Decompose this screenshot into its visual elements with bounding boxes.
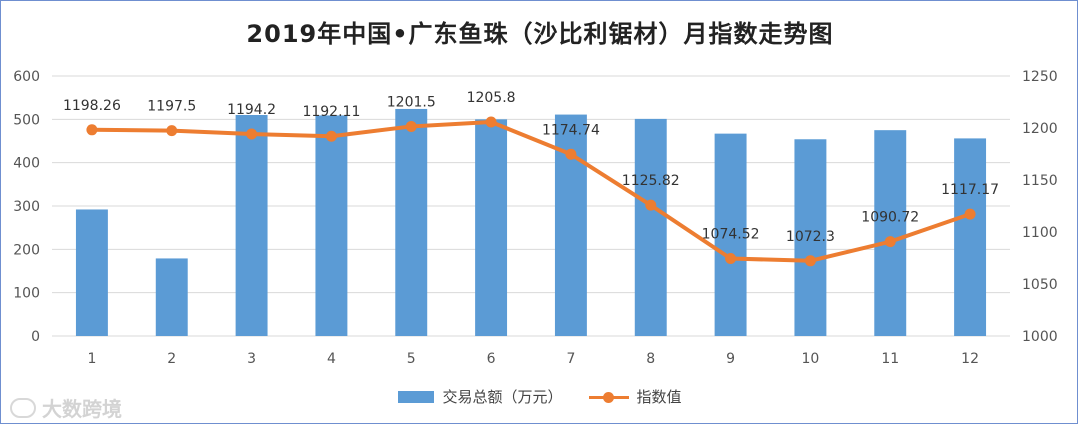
x-tick-label: 11 [881,351,899,367]
x-tick-label: 4 [327,351,336,367]
line-point[interactable] [964,208,976,220]
line-point[interactable] [884,236,896,248]
bar[interactable] [714,133,747,336]
line-point[interactable] [804,255,816,267]
x-axis-ticks: 1 2 3 4 5 6 7 8 9 10 11 12 [87,351,979,367]
watermark-logo-icon [10,397,36,418]
line-data-labels: 1198.26 1197.5 1194.2 1192.11 1201.5 1205.8 11… [63,90,999,245]
line-series [86,116,976,267]
right-y-tick-label: 1150 [1022,173,1058,189]
bar-series [75,108,987,337]
chart-title: 2019年中国•广东鱼珠（沙比利锯材）月指数走势图 [246,20,834,48]
x-tick-label: 12 [961,351,979,367]
left-y-tick-label: 600 [13,69,40,85]
watermark: 大数跨境 [10,393,122,422]
right-y-tick-label: 1100 [1022,225,1058,241]
line-data-label: 1197.5 [147,99,196,115]
line-point[interactable] [246,128,258,140]
legend: 交易总额（万元） 指数值 [0,386,1080,407]
line-data-label: 1198.26 [63,98,121,114]
bar[interactable] [794,139,827,336]
line-point[interactable] [86,124,98,136]
left-y-axis-ticks: 0 100 200 300 400 500 600 [13,69,40,345]
bar[interactable] [954,138,987,336]
x-tick-label: 1 [87,351,96,367]
line-data-label: 1201.5 [387,94,436,110]
bar[interactable] [75,209,108,336]
left-y-tick-label: 0 [31,329,40,345]
line-data-label: 1125.82 [622,173,680,189]
line-data-label: 1072.3 [786,229,835,245]
bar[interactable] [315,115,348,336]
right-y-tick-label: 1200 [1022,121,1058,137]
line-data-label: 1090.72 [861,210,919,226]
right-y-tick-label: 1250 [1022,69,1058,85]
x-tick-label: 8 [646,351,655,367]
x-tick-label: 10 [802,351,820,367]
x-tick-label: 3 [247,351,256,367]
right-y-axis-ticks: 1000 1050 1100 1150 1200 1250 [1022,69,1058,345]
index-line [91,119,971,263]
left-y-tick-label: 300 [13,199,40,215]
right-y-tick-label: 1050 [1022,277,1058,293]
x-tick-label: 5 [407,351,416,367]
x-tick-label: 7 [566,351,575,367]
x-tick-label: 6 [487,351,496,367]
bar[interactable] [155,258,188,336]
bar[interactable] [634,118,667,337]
line-data-label: 1117.17 [941,182,999,198]
line-data-label: 1174.74 [542,122,600,138]
line-point[interactable] [166,125,178,137]
bar[interactable] [475,119,508,336]
left-y-tick-label: 200 [13,242,40,258]
line-point[interactable] [725,252,737,264]
line-data-label: 1074.52 [702,226,760,242]
bar[interactable] [395,108,428,336]
legend-bar-swatch [398,390,435,403]
line-point[interactable] [485,116,497,128]
legend-item-line[interactable]: 指数值 [588,386,682,407]
line-data-label: 1192.11 [302,104,360,120]
bar[interactable] [874,130,907,336]
gridlines [52,75,1010,337]
line-data-label: 1205.8 [467,90,516,106]
left-y-tick-label: 500 [13,112,40,128]
legend-line-label: 指数值 [636,388,682,406]
legend-bar-label: 交易总额（万元） [442,388,563,406]
line-point[interactable] [325,130,337,142]
left-y-tick-label: 100 [13,286,40,302]
x-tick-label: 9 [726,351,735,367]
x-tick-label: 2 [167,351,176,367]
line-point[interactable] [405,120,417,132]
line-point[interactable] [565,148,577,160]
right-y-tick-label: 1000 [1022,329,1058,345]
legend-line-swatch [588,391,629,403]
line-point[interactable] [645,199,657,211]
line-data-label: 1194.2 [227,102,276,118]
legend-item-bars[interactable]: 交易总额（万元） [398,386,563,407]
left-y-tick-label: 400 [13,156,40,172]
bar[interactable] [235,115,268,336]
watermark-text: 大数跨境 [42,397,122,421]
